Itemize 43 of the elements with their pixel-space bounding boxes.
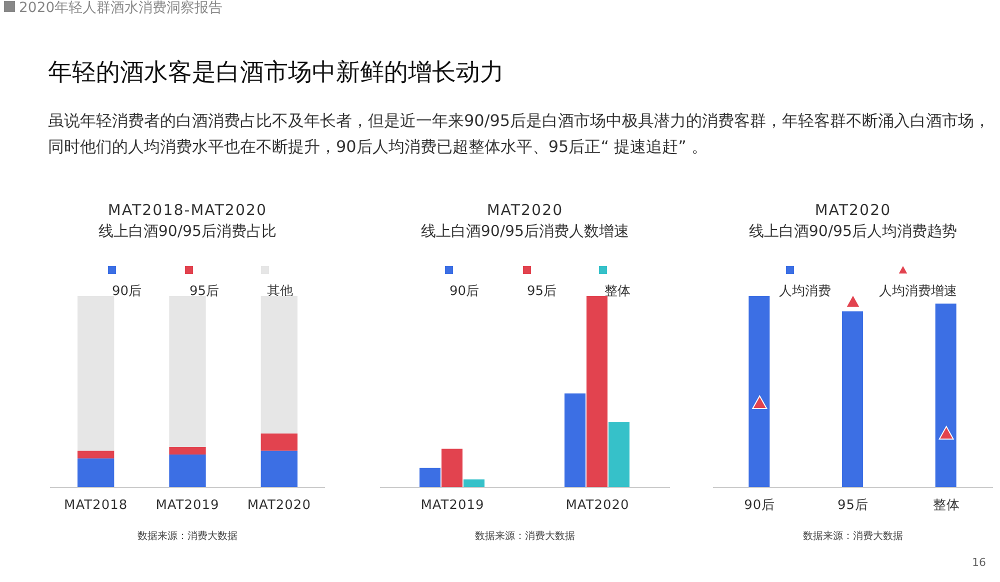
text: 年轻的酒水客是白酒市场中新鲜的增长动力 (48, 57, 504, 88)
text: 16 (972, 556, 986, 569)
chart-title: MAT2020 (814, 200, 892, 221)
chart-subtitle: 线上白酒90/95后消费人数增速 (420, 221, 630, 242)
bar (78, 458, 114, 487)
bar (260, 434, 298, 451)
bar (260, 450, 298, 487)
text: 2020年轻人群酒水消费洞察报告 (18, 0, 224, 17)
chart-title: MAT2020 (486, 200, 564, 221)
legend-label: 90后 (449, 283, 479, 300)
bar (586, 296, 608, 487)
bar (169, 446, 206, 455)
bar (564, 393, 586, 487)
chart-title: MAT2018-MAT2020 (106, 200, 268, 221)
x-tick-label: MAT2018 (64, 498, 128, 513)
x-tick-label: 95后 (837, 498, 869, 513)
chart-subtitle: 线上白酒90/95后消费占比 (97, 221, 278, 242)
x-tick-label: MAT2020 (247, 498, 311, 513)
bar (78, 450, 114, 458)
x-tick-label: 整体 (932, 498, 960, 513)
bar (78, 296, 114, 451)
legend-label: 95后 (527, 283, 557, 300)
legend-label: 整体 (604, 283, 631, 300)
bar (420, 468, 440, 487)
bar (169, 296, 206, 447)
x-tick-label: 90后 (744, 498, 776, 513)
source-note: 数据来源：消费大数据 (136, 530, 238, 543)
legend-label: 人均消费增速 (879, 283, 957, 300)
legend-label: 95后 (190, 283, 220, 300)
bar (464, 479, 484, 487)
bar (260, 296, 298, 434)
text: 虽说年轻消费者的白酒消费占比不及年长者，但是近一年来90/95后是白酒市场中极具潜力的消费客群，年轻客群不断涌入白酒市场，同时他们的人均消费水平也在不断提升，90后人均消费已超整体水平、95后正“ 提速追赶” 。 (48, 110, 992, 158)
source-note: 数据来源：消费大数据 (802, 530, 904, 543)
x-tick-label: MAT2019 (420, 498, 484, 513)
x-tick-label: MAT2019 (156, 498, 220, 513)
bar (442, 448, 462, 487)
x-tick-label: MAT2020 (566, 498, 630, 513)
chart-subtitle: 线上白酒90/95后人均消费趋势 (748, 221, 958, 242)
bar (608, 422, 630, 487)
source-note: 数据来源：消费大数据 (474, 530, 576, 543)
bar (169, 454, 206, 487)
legend-label: 90后 (112, 283, 142, 300)
legend-label: 人均消费 (779, 283, 831, 300)
